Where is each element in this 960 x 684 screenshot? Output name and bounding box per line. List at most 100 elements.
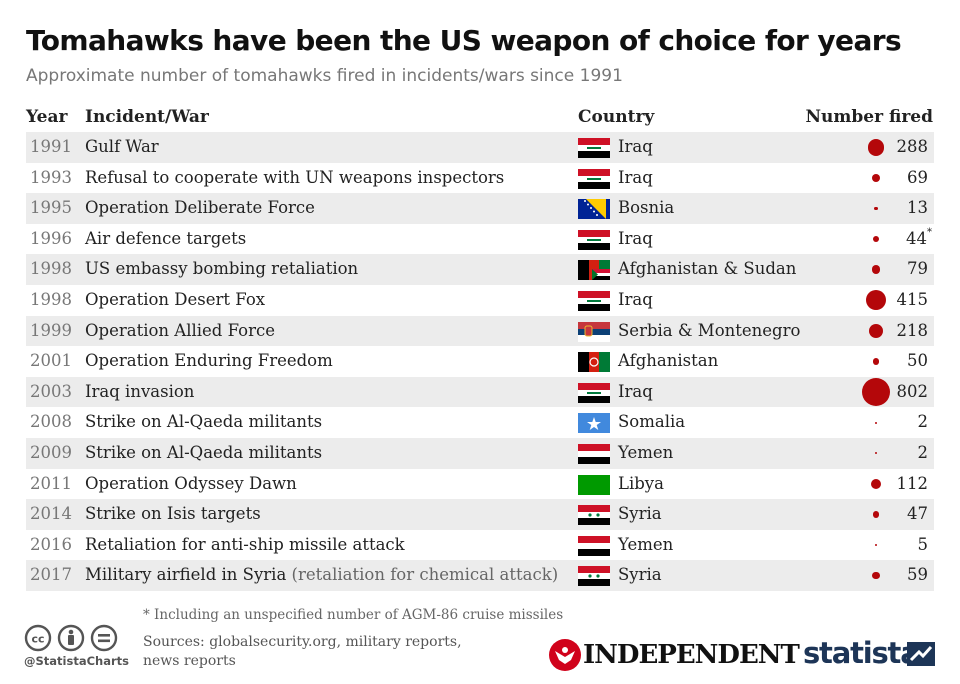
country-column-header: Country	[578, 107, 655, 127]
row-incident-label: Strike on Al-Qaeda militants	[85, 412, 323, 432]
serbia-flag-icon	[578, 321, 610, 342]
row-incident: Refusal to cooperate with UN weapons ins…	[85, 168, 504, 187]
value-dot	[875, 452, 877, 455]
value-dot	[870, 478, 882, 490]
table-row: 2014 Strike on Isis targets Syria 47	[26, 499, 934, 530]
table-row: 1998 US embassy bombing retaliation Afghan…	[26, 254, 934, 285]
row-year: 2009	[30, 442, 72, 462]
table-row: 2016 Retaliation for anti-ship missile at…	[26, 530, 934, 561]
row-number-value: 288	[896, 137, 929, 156]
row-country: Syria	[618, 504, 662, 524]
row-number-value: 79	[907, 259, 928, 279]
row-incident-label: Operation Desert Fox	[85, 289, 266, 309]
syria-flag-icon	[578, 505, 610, 526]
row-year: 2001	[30, 351, 72, 371]
creative-commons-icon: cc	[24, 624, 118, 652]
value-dot	[862, 378, 890, 407]
iraq-flag-icon	[578, 290, 610, 311]
value-dot	[872, 357, 880, 365]
row-country: Iraq	[618, 167, 653, 187]
row-incident-label: Iraq invasion	[85, 381, 195, 401]
row-incident-note: (retaliation for chemical attack)	[286, 565, 559, 585]
row-number-value: 802	[896, 381, 929, 401]
yemen-flag-icon	[578, 443, 610, 464]
value-dot	[872, 511, 880, 518]
row-incident-label: Refusal to cooperate with UN weapons ins…	[85, 167, 505, 187]
year-column-header: Year	[26, 107, 68, 127]
footnote: * Including an unspecified number of AGM…	[143, 607, 564, 623]
iraq-flag-icon	[578, 382, 610, 403]
row-number-value: 59	[907, 565, 928, 585]
table-row: 1999 Operation Allied Force Serbia & Monte…	[26, 315, 934, 347]
table-row: 2001 Operation Enduring Freedom Afghanista…	[26, 346, 934, 377]
row-year: 2003	[30, 381, 72, 401]
row-country: Afghanistan	[618, 351, 719, 371]
row-incident: Air defence targets	[85, 229, 246, 248]
row-incident-label: Military airfield in Syria	[85, 565, 287, 585]
row-country: Iraq	[618, 137, 653, 156]
row-year: 1993	[30, 167, 72, 187]
table-row: 2008 Strike on Al-Qaeda militants Somalia 2	[26, 407, 934, 438]
libya-flag-icon	[578, 474, 610, 495]
row-country: Syria	[618, 565, 662, 585]
row-incident-label: Strike on Al-Qaeda militants	[85, 442, 323, 462]
row-country: Yemen	[618, 534, 674, 554]
row-number-fired: 13	[907, 198, 928, 217]
bosnia-flag-icon	[578, 199, 610, 220]
table-row: 2009 Strike on Al-Qaeda militants Yemen 2	[26, 437, 934, 469]
row-country: Iraq	[618, 289, 653, 309]
row-number-value: 112	[896, 473, 929, 493]
row-number-fired: 69	[907, 168, 928, 187]
svg-text:cc: cc	[31, 633, 44, 646]
table-row: 2003 Iraq invasion Iraq 802	[26, 376, 934, 408]
somalia-flag-icon	[578, 413, 610, 434]
value-dot	[874, 543, 878, 547]
table-row: 1996 Air defence targets Iraq 44*	[26, 224, 934, 255]
iraq-flag-icon	[578, 168, 610, 189]
row-incident: Military airfield in Syria (retaliation …	[85, 565, 558, 584]
row-number-fired: 79	[907, 259, 928, 278]
row-footnote-marker: *	[927, 226, 932, 238]
row-incident-label: US embassy bombing retaliation	[85, 259, 359, 279]
row-number-value: 69	[907, 167, 928, 187]
row-incident-label: Gulf War	[85, 137, 159, 156]
row-year: 1999	[30, 320, 72, 340]
row-incident-label: Operation Deliberate Force	[85, 198, 315, 218]
row-incident-label: Air defence targets	[85, 228, 247, 248]
value-dot	[872, 571, 880, 580]
table-row: 1995 Operation Deliberate Force Bosnia 13	[26, 193, 934, 224]
row-country: Somalia	[618, 412, 686, 432]
row-number-value: 50	[907, 351, 928, 371]
syria-flag-icon	[578, 566, 610, 587]
row-number-value: 2	[917, 442, 929, 462]
sources-note: Sources: globalsecurity.org, military re…	[143, 634, 462, 669]
table-row: 1998 Operation Desert Fox Iraq 415	[26, 285, 934, 316]
row-year: 1998	[30, 289, 72, 309]
row-number-fired: 218	[897, 321, 929, 340]
row-year: 1991	[30, 137, 72, 156]
row-year: 1995	[30, 198, 72, 218]
row-year: 2016	[30, 534, 72, 554]
row-incident: Gulf War	[85, 137, 159, 156]
row-year: 1996	[30, 228, 72, 248]
row-number-fired: 288	[897, 137, 929, 156]
row-country: Iraq	[618, 228, 653, 248]
row-number-fired: 5	[918, 535, 929, 554]
value-dot	[874, 206, 878, 211]
row-incident: Iraq invasion	[85, 382, 194, 401]
row-number-value: 5	[917, 534, 929, 554]
value-dot	[872, 235, 880, 243]
afghanistan-flag-icon	[578, 352, 610, 373]
row-incident-label: Operation Odyssey Dawn	[85, 473, 297, 493]
row-number-fired: 112	[897, 474, 929, 493]
row-number-value: 47	[907, 504, 928, 524]
row-incident: Strike on Isis targets	[85, 504, 261, 523]
row-incident: Operation Odyssey Dawn	[85, 474, 297, 493]
independent-eagle-icon	[549, 639, 581, 671]
number-fired-column-header: Number fired	[805, 107, 933, 127]
row-incident-label: Operation Allied Force	[85, 320, 275, 340]
statista-handle: @StatistaCharts	[24, 654, 129, 668]
row-number-fired: 44*	[906, 226, 932, 248]
value-dot	[871, 265, 881, 275]
row-number-fired: 802	[897, 382, 929, 401]
